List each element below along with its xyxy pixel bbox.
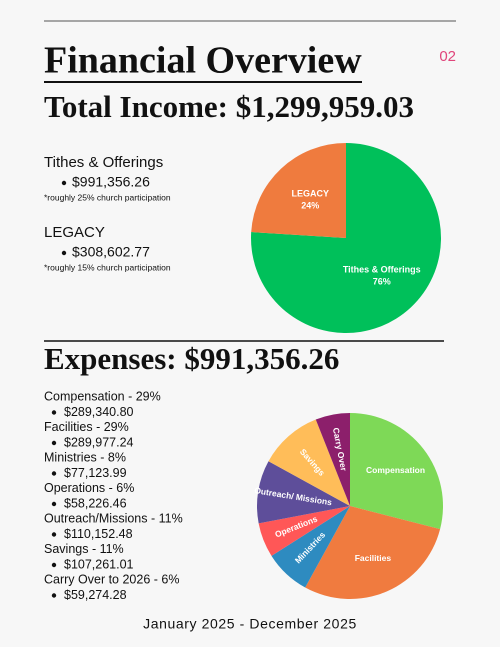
bullet [61, 250, 67, 256]
expense-item-name: Compensation - 29% [44, 389, 161, 403]
bullet [51, 501, 57, 507]
income-item-amount: $991,356.26 [72, 174, 150, 190]
bullet [51, 440, 57, 446]
slice-label: Tithes & Offerings [343, 264, 421, 274]
income-heading: Total Income: $1,299,959.03 [44, 89, 414, 124]
pie-slice [305, 506, 441, 600]
expense-item-name: Savings - 11% [44, 542, 124, 556]
expense-item-amount: $289,977.24 [64, 435, 134, 449]
income-item-amount: $308,602.77 [72, 244, 150, 260]
pie-slice [251, 143, 346, 238]
footer: January 2025 - December 2025 [143, 616, 357, 632]
expenses-heading: Expenses: $991,356.26 [44, 341, 339, 376]
income-item-note: *roughly 15% church participation [44, 262, 171, 272]
bullet [51, 562, 57, 568]
expense-item-amount: $110,152.48 [64, 527, 133, 541]
pie-slice [268, 419, 350, 506]
slice-value-label: 76% [373, 276, 391, 286]
slice-label: Compensation [366, 465, 425, 475]
expense-item-name: Carry Over to 2026 - 6% [44, 572, 179, 586]
income-item-name: LEGACY [44, 224, 105, 241]
pie-slice [250, 143, 441, 333]
page-number: 02 [439, 48, 456, 65]
bullet [51, 532, 57, 537]
expense-item-name: Operations - 6% [44, 481, 134, 495]
bullet [61, 180, 67, 186]
income-item-note: *roughly 25% church participation [44, 192, 171, 202]
bullet [51, 471, 57, 476]
slice-label: LEGACY [291, 188, 329, 198]
pie-slice [315, 413, 350, 506]
pie-slice [257, 461, 350, 524]
bullet [51, 410, 57, 415]
expense-item-name: Outreach/Missions - 11% [44, 511, 183, 525]
expense-item-amount: $77,123.99 [64, 466, 127, 480]
pie-slice [350, 413, 443, 530]
slice-value-label: 24% [301, 200, 319, 210]
expense-item-amount: $59,274.28 [64, 588, 127, 602]
expense-item-name: Ministries - 8% [44, 450, 126, 464]
slice-label: Facilities [355, 553, 392, 563]
pie-slice [258, 506, 350, 556]
expense-item-name: Facilities - 29% [44, 420, 129, 434]
bullet [51, 593, 57, 598]
expense-item-amount: $58,226.46 [64, 496, 127, 510]
expense-item-amount: $107,261.01 [64, 557, 134, 571]
income-item-name: Tithes & Offerings [44, 154, 163, 171]
pie-slice [271, 506, 350, 588]
page-title: Financial Overview [44, 40, 362, 82]
expense-item-amount: $289,340.80 [64, 405, 134, 419]
